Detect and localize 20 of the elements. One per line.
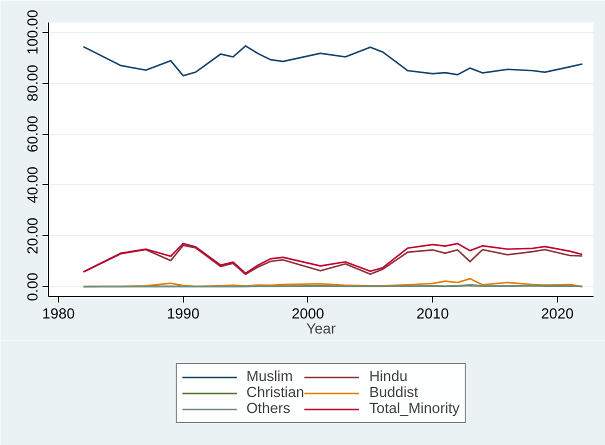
legend-label: Muslim — [246, 368, 293, 384]
y-tick-label: 100.00 — [26, 10, 42, 55]
x-tick-label: 2020 — [541, 306, 574, 322]
x-tick-label: 1990 — [166, 306, 200, 322]
y-tick-label: 0.00 — [26, 272, 42, 302]
x-tick-label: 2000 — [292, 306, 324, 322]
y-tick-label: 20.00 — [26, 218, 42, 254]
y-tick-label: 80.00 — [26, 64, 42, 102]
y-tick-label: 60.00 — [26, 116, 42, 152]
legend-label: Christian — [246, 384, 304, 400]
x-tick-label: 1980 — [42, 306, 75, 322]
y-tick-label: 40.00 — [26, 166, 42, 204]
line-series — [82, 45, 584, 77]
line-series — [82, 278, 584, 288]
legend-label: Others — [246, 400, 290, 416]
legend-label: Buddist — [369, 384, 418, 400]
legend-label: Total_Minority — [369, 400, 460, 416]
x-axis-title: Year — [306, 322, 336, 338]
x-tick-label: 2010 — [416, 306, 449, 322]
legend-label: Hindu — [369, 368, 408, 384]
